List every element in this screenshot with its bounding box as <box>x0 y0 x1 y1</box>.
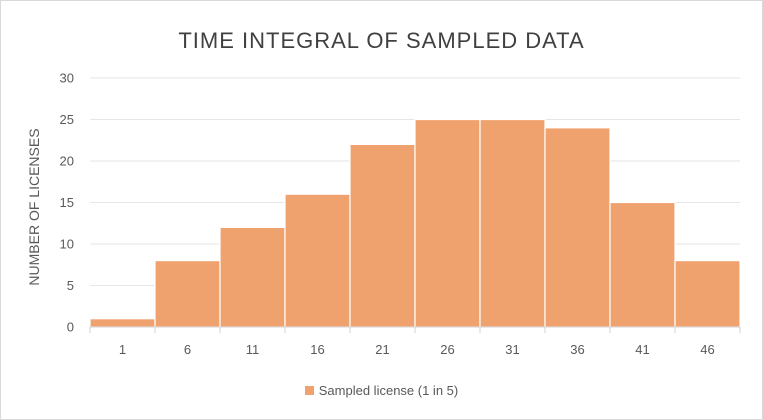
x-tick-label: 16 <box>310 342 324 357</box>
legend: Sampled license (1 in 5) <box>0 383 763 398</box>
bar <box>219 226 286 328</box>
x-tick-label: 1 <box>119 342 126 357</box>
x-tick-label: 31 <box>505 342 519 357</box>
bar <box>414 118 481 328</box>
y-tick-label: 20 <box>60 154 74 169</box>
x-tick-label: 21 <box>375 342 389 357</box>
bar <box>154 260 221 328</box>
y-tick-label: 10 <box>60 237 74 252</box>
bar <box>349 143 416 328</box>
x-tick-label: 26 <box>440 342 454 357</box>
x-tick-label: 6 <box>184 342 191 357</box>
bar <box>479 118 546 328</box>
chart-title: TIME INTEGRAL OF SAMPLED DATA <box>178 28 585 53</box>
y-tick-label: 5 <box>67 278 74 293</box>
y-tick-label: 25 <box>60 112 74 127</box>
x-tick-label: 46 <box>700 342 714 357</box>
x-tick-label: 41 <box>635 342 649 357</box>
legend-swatch <box>304 386 314 396</box>
legend-label: Sampled license (1 in 5) <box>318 383 459 398</box>
y-tick-label: 0 <box>67 320 74 335</box>
x-tick-label: 36 <box>570 342 584 357</box>
y-tick-label: 15 <box>60 195 74 210</box>
bar <box>544 127 611 328</box>
bar <box>89 318 156 328</box>
bar <box>674 260 741 328</box>
y-tick-label: 30 <box>60 71 74 86</box>
bar <box>284 193 351 328</box>
bar <box>609 201 676 328</box>
x-tick-label: 11 <box>246 342 260 357</box>
